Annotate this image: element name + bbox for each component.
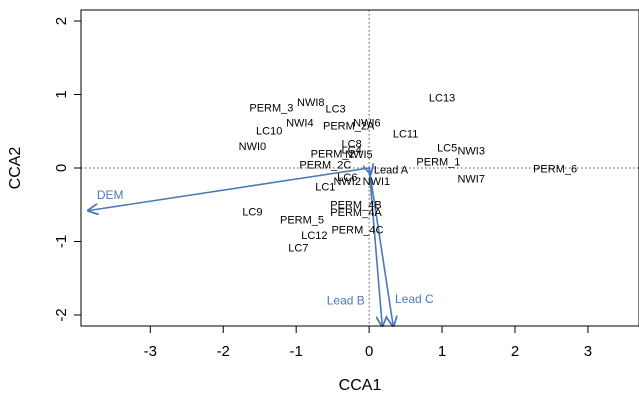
site-label-lc13: LC13 — [429, 92, 455, 104]
site-label-lc9: LC9 — [242, 206, 262, 218]
site-label-perm-5: PERM_5 — [280, 214, 324, 226]
y-tick-label: 2 — [53, 17, 70, 25]
site-label-nwi0: NWI0 — [239, 141, 267, 153]
x-tick-label: -3 — [144, 343, 157, 360]
site-label-nwi1: NWI1 — [363, 176, 391, 188]
site-label-nwi2: NWI2 — [333, 176, 361, 188]
reference-lines — [81, 10, 639, 326]
biplot-arrows: DEM Lead B Lead C — [88, 168, 434, 326]
arrow-dem — [88, 167, 370, 211]
site-label-nwi3: NWI3 — [457, 145, 485, 157]
arrow-label-lead-b: Lead B — [327, 294, 365, 308]
x-axis-title: CCA1 — [339, 377, 382, 394]
site-label-lc12: LC12 — [301, 230, 327, 242]
y-tick-label: 1 — [53, 90, 70, 98]
site-label-lead-a: Lead A — [374, 164, 409, 176]
x-tick-label: -1 — [290, 343, 303, 360]
x-tick-label: 3 — [584, 343, 592, 360]
site-label-lc7: LC7 — [288, 242, 308, 254]
x-tick-label: 0 — [365, 343, 373, 360]
site-label-perm-2a: PERM_2A — [323, 120, 375, 132]
site-label-lc11: LC11 — [393, 128, 418, 140]
arrow-lead-a — [369, 168, 370, 174]
site-label-lc10: LC10 — [256, 126, 282, 138]
site-label-perm-3: PERM_3 — [249, 103, 293, 115]
site-label-perm-4b: PERM_4B — [330, 200, 381, 212]
site-label-perm-6: PERM_6 — [533, 164, 577, 176]
site-label-nwi8: NWI8 — [297, 97, 325, 109]
site-label-lc6: LC6 — [337, 172, 357, 184]
site-label-lc8: LC8 — [342, 139, 362, 151]
site-label-perm-2c: PERM_2C — [299, 159, 351, 171]
arrow-lead-b — [368, 167, 382, 326]
arrow-label-dem: DEM — [97, 188, 124, 202]
y-axis: -2 -1 0 1 2 — [53, 17, 81, 322]
x-tick-label: 1 — [438, 343, 446, 360]
site-label-nwi5: NWI5 — [345, 149, 373, 161]
site-label-perm-1: PERM_1 — [416, 156, 460, 168]
site-label-perm-4c: PERM_4C — [331, 225, 383, 237]
y-tick-label: -1 — [53, 235, 70, 248]
site-label-nwi6: NWI6 — [353, 117, 381, 129]
arrow-label-lead-c: Lead C — [395, 292, 434, 306]
site-label-lc5: LC5 — [437, 142, 457, 154]
arrow-lead-c — [368, 167, 393, 326]
y-tick-label: -2 — [53, 308, 70, 321]
site-label-perm-2: PERM_2 — [311, 148, 355, 160]
site-label-lc3: LC3 — [325, 103, 345, 115]
site-label-nwi7: NWI7 — [457, 173, 485, 185]
site-label-lc4: LC4 — [342, 145, 362, 157]
site-label-nwi4: NWI4 — [286, 117, 314, 129]
x-tick-label: 2 — [511, 343, 519, 360]
x-axis: -3 -2 -1 0 1 2 3 — [144, 326, 592, 360]
x-tick-label: -2 — [217, 343, 230, 360]
site-label-lc1: LC1 — [315, 181, 335, 193]
y-tick-label: 0 — [53, 164, 70, 172]
y-axis-title: CCA2 — [7, 147, 24, 190]
site-label-perm-4a: PERM_4A — [330, 207, 382, 219]
